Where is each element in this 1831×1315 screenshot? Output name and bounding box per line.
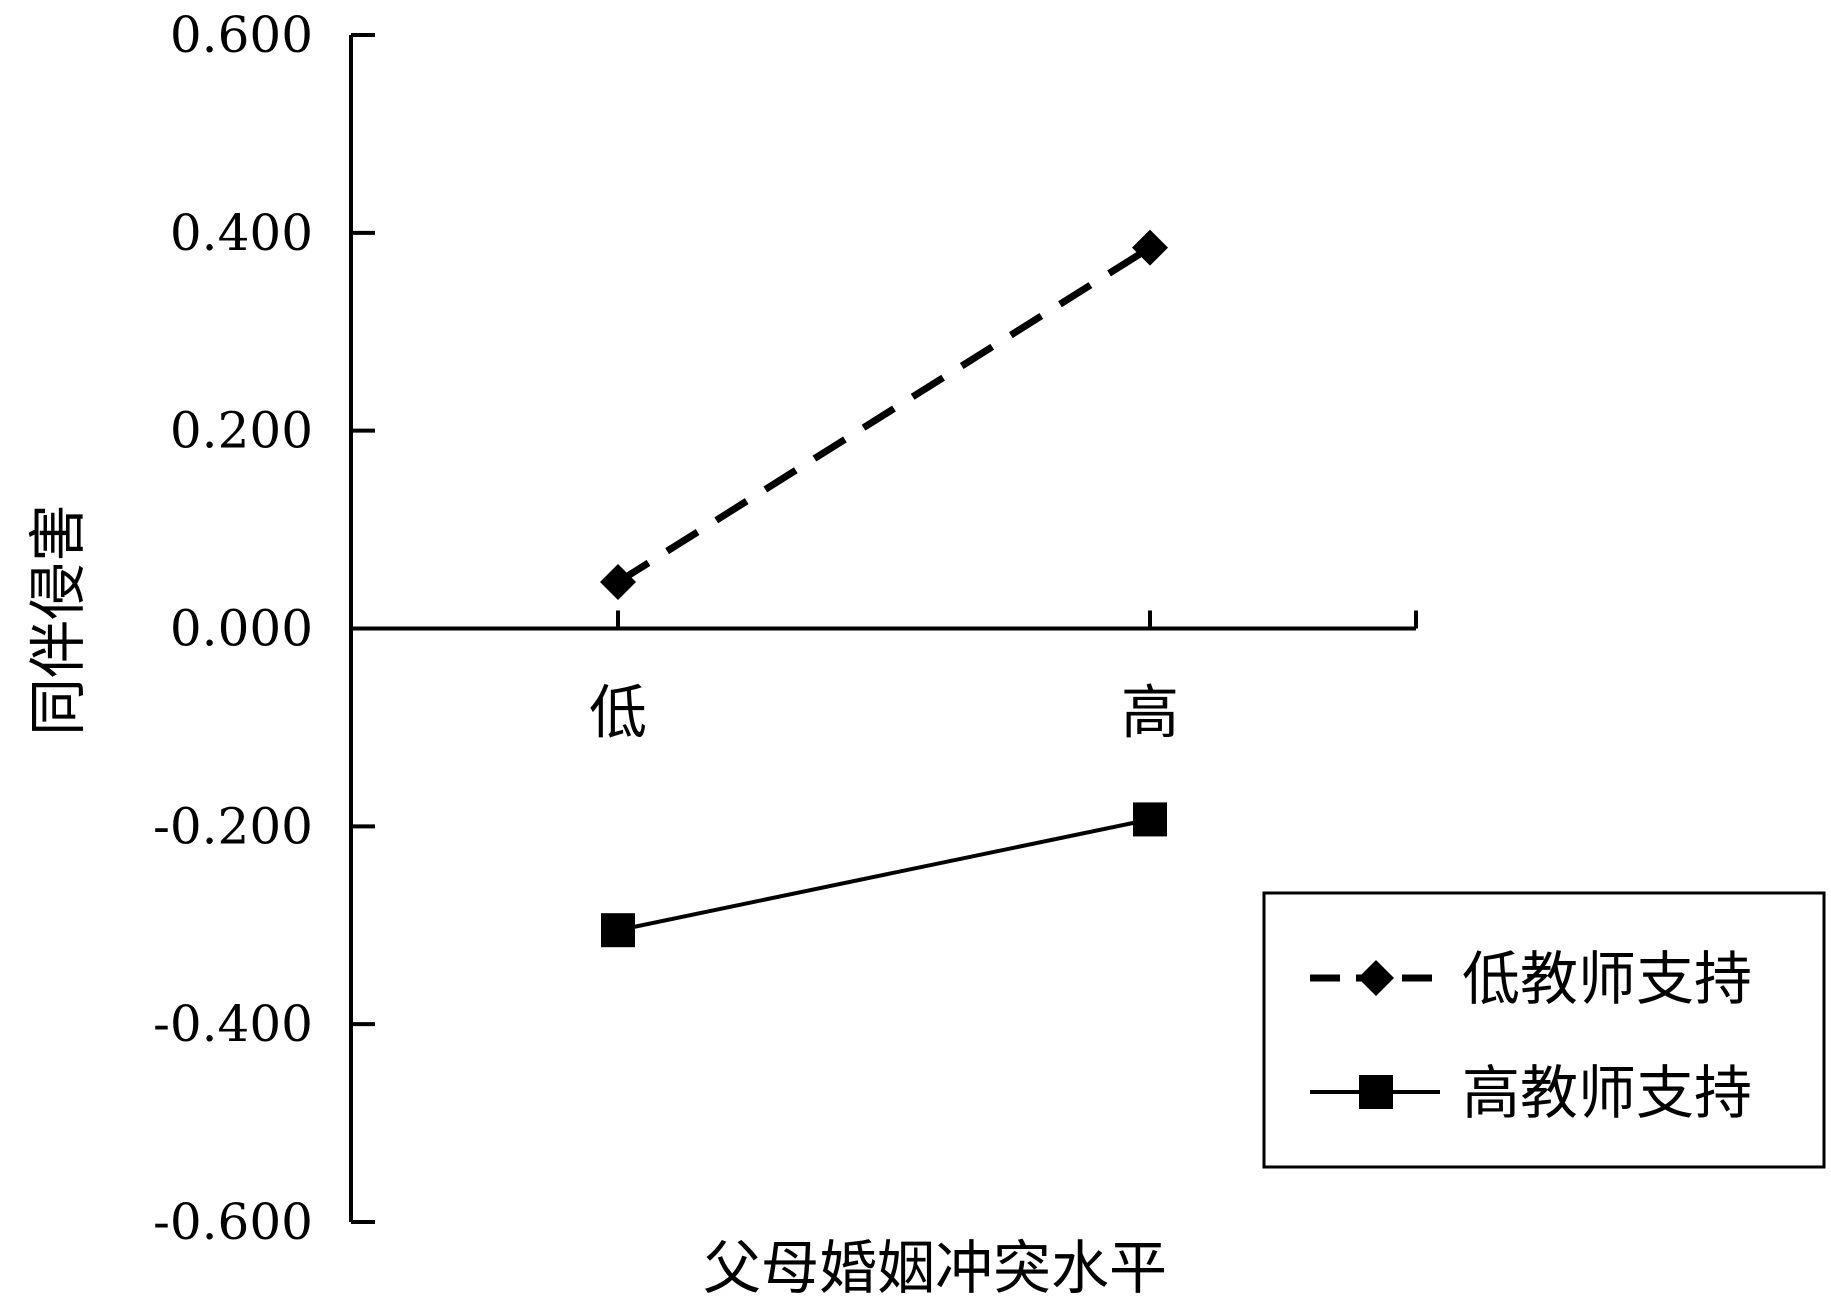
legend-marker: [1358, 960, 1394, 996]
y-tick-label: 0.400: [170, 204, 313, 262]
legend-label: 高教师支持: [1462, 1059, 1752, 1127]
y-axis: 0.600 0.400 0.200 0.000 -0.200 -0.400 -0.600: [153, 6, 375, 1251]
data-point-diamond: [1132, 229, 1168, 266]
y-tick-label: 0.200: [170, 402, 313, 460]
series-line: [616, 244, 1152, 585]
x-axis: 低高: [351, 610, 1418, 747]
y-tick-label: -0.200: [153, 797, 313, 855]
x-category-label: 高: [1121, 679, 1179, 747]
legend-marker: [1359, 1075, 1393, 1109]
y-tick-label: 0.600: [170, 6, 313, 64]
y-axis-title: 同伴侵害: [24, 504, 92, 736]
data-point-square: [1133, 802, 1167, 837]
y-tick-label: -0.600: [153, 1193, 313, 1251]
x-category-label: 低: [589, 679, 647, 747]
y-tick-label: -0.400: [153, 995, 313, 1053]
x-axis-title: 父母婚姻冲突水平: [703, 1234, 1167, 1302]
y-tick-label: 0.000: [170, 600, 313, 658]
series: [600, 229, 1168, 948]
data-point-diamond: [600, 564, 636, 601]
series-line: [617, 817, 1151, 933]
legend-box: [1262, 891, 1826, 1169]
legend-label: 低教师支持: [1462, 945, 1752, 1013]
data-point-square: [601, 913, 635, 948]
